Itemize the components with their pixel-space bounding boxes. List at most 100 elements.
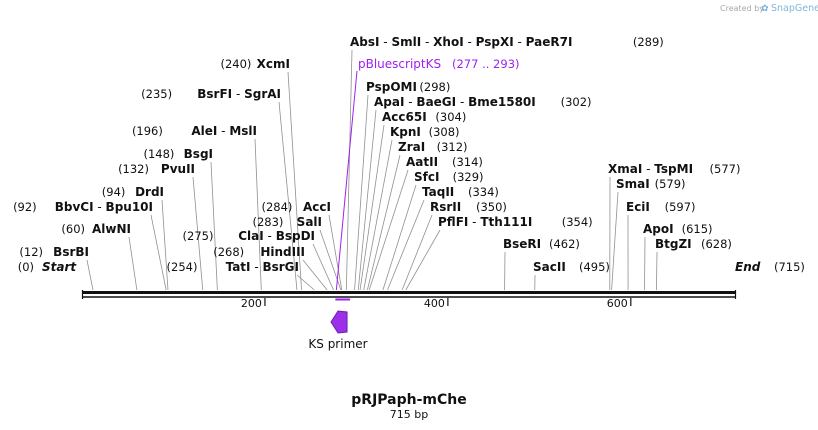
site-taqii[interactable]: TaqII (334) [422,185,499,199]
site-name-separator: - [94,200,106,214]
site-rsrii[interactable]: RsrII (350) [430,200,507,214]
enzyme-name: MslI [229,124,257,138]
ruler-tick-label: 200 [241,297,262,310]
site-name: SalI [297,215,322,229]
leader-acci [328,214,343,291]
site-alei-group[interactable]: AleI - MslI (196) [132,124,257,138]
enzyme-name: Bme1580I [468,95,536,109]
ruler-tick: 400 [424,297,449,310]
enzyme-name: ApaI [374,95,404,109]
site-name-separator: - [464,35,476,49]
site-position: (628) [701,237,732,251]
snapgene-logo-icon: ✿ [761,4,769,14]
site-name-separator: - [456,95,468,109]
enzyme-name: XmaI [608,162,642,176]
leader-xcmi [287,71,302,291]
site-labels: AbsI - SmlI - XhoI - PspXI - PaeR7I (289)… [13,35,805,274]
site-name: ClaI - BspDI [238,229,315,243]
enzyme-name: ApoI [643,222,674,236]
leader-clai-group [312,243,334,291]
enzyme-name: XcmI [257,57,290,71]
enzyme-name: BtgZI [655,237,692,251]
enzyme-name: SfcI [414,170,439,184]
enzyme-name: BsrBI [53,245,89,259]
enzyme-name: Acc65I [382,110,427,124]
leader-apai-group [357,109,377,291]
site-position: (304) [435,110,466,124]
site-name: TatI - BsrGI [226,260,299,274]
site-position: (254) [167,260,198,274]
site-smai[interactable]: SmaI (579) [616,177,686,191]
site-hindiii[interactable]: HindIII (268) [213,245,305,259]
leader-bsrbi [86,259,94,291]
site-position: (275) [183,229,214,243]
site-absi-group[interactable]: AbsI - SmlI - XhoI - PspXI - PaeR7I (289) [350,35,664,49]
end-marker: End (715) [735,260,805,274]
site-acci[interactable]: AccI (284) [261,200,331,214]
site-apoi[interactable]: ApoI (615) [643,222,713,236]
enzyme-name: AlwNI [92,222,131,236]
site-position: (462) [549,237,580,251]
site-position: (579) [655,177,686,191]
start-position: (0) [18,260,34,274]
enzyme-name: PvuII [161,162,195,176]
enzyme-name: RsrII [430,200,461,214]
site-position: (298) [419,80,450,94]
site-pflfi-group[interactable]: PflFI - Tth111I (354) [438,215,593,229]
enzyme-name: SalI [297,215,322,229]
ruler-tick: 200 [241,297,266,310]
leader-btgzi [656,251,658,291]
site-acc65i[interactable]: Acc65I (304) [382,110,466,124]
leader-smai [611,191,619,291]
site-alwni[interactable]: AlwNI (60) [61,222,131,236]
site-bseri[interactable]: BseRI (462) [503,237,580,251]
site-position: (283) [252,215,283,229]
leader-hindiii [302,259,328,291]
site-kpni[interactable]: KpnI (308) [390,125,460,139]
site-name: AleI - MslI [191,124,257,138]
site-position: (334) [468,185,499,199]
site-pspomi[interactable]: PspOMI (298) [366,80,450,94]
site-position: (60) [61,222,85,236]
site-sali[interactable]: SalI (283) [252,215,322,229]
enzyme-name: BspDI [276,229,315,243]
enzyme-name: EciI [626,200,650,214]
site-clai-group[interactable]: ClaI - BspDI (275) [183,229,315,243]
leader-sali [319,229,342,291]
enzyme-name: TaqII [422,185,454,199]
enzyme-name: ClaI [238,229,263,243]
feature-name: pBluescriptKS [358,57,441,71]
watermark-brand: SnapGene [771,3,818,14]
enzyme-name: KpnI [390,125,421,139]
site-sacii[interactable]: SacII (495) [533,260,610,274]
site-btgzi[interactable]: BtgZI (628) [655,237,732,251]
site-position: (289) [633,35,664,49]
site-tati-group[interactable]: TatI - BsrGI (254) [167,260,299,274]
site-position: (240) [220,57,251,71]
site-bsgi[interactable]: BsgI (148) [143,147,213,161]
feature-pbluescriptks[interactable]: pBluescriptKS (277 .. 293) [335,57,520,301]
ks-primer[interactable]: KS primer [308,310,368,351]
site-sfci[interactable]: SfcI (329) [414,170,484,184]
site-name: PflFI - Tth111I [438,215,532,229]
site-bsrbi[interactable]: BsrBI (12) [19,245,89,259]
site-name: ApaI - BaeGI - Bme1580I [374,95,536,109]
site-aatii[interactable]: AatII (314) [406,155,483,169]
site-apai-group[interactable]: ApaI - BaeGI - Bme1580I (302) [374,95,592,109]
ruler-tick-label: 600 [607,297,628,310]
feature-range: (277 .. 293) [452,57,520,71]
site-xmai-group[interactable]: XmaI - TspMI (577) [608,162,740,176]
site-bsrfi-group[interactable]: BsrFI - SgrAI (235) [141,87,281,101]
site-name: PvuII [161,162,195,176]
site-name: AbsI - SmlI - XhoI - PspXI - PaeR7I [350,35,572,49]
site-name-separator: - [251,260,263,274]
site-position: (132) [118,162,149,176]
site-bbvci-group[interactable]: BbvCI - Bpu10I (92) [13,200,153,214]
site-xcmi[interactable]: XcmI (240) [220,57,290,71]
site-name: RsrII [430,200,461,214]
site-ecii[interactable]: EciI (597) [626,200,696,214]
site-zrai[interactable]: ZraI (312) [398,140,468,154]
start-marker: (0) Start [18,260,78,274]
site-drdi[interactable]: DrdI (94) [102,185,164,199]
site-pvuii[interactable]: PvuII (132) [118,162,195,176]
